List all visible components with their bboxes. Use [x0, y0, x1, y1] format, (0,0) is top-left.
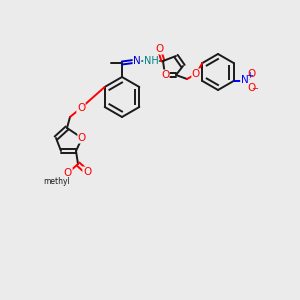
- Text: O: O: [248, 69, 256, 79]
- Text: NH: NH: [144, 56, 158, 66]
- Text: N: N: [133, 56, 141, 66]
- Text: O: O: [83, 167, 91, 177]
- Text: O: O: [161, 70, 169, 80]
- Text: O: O: [78, 133, 86, 143]
- Text: O: O: [192, 69, 200, 79]
- Text: N: N: [241, 75, 248, 85]
- Text: methyl: methyl: [44, 176, 70, 185]
- Text: +: +: [246, 71, 253, 80]
- Text: −: −: [251, 85, 258, 94]
- Text: O: O: [155, 44, 163, 54]
- Text: O: O: [248, 83, 256, 93]
- Text: O: O: [77, 103, 85, 113]
- Text: O: O: [64, 168, 72, 178]
